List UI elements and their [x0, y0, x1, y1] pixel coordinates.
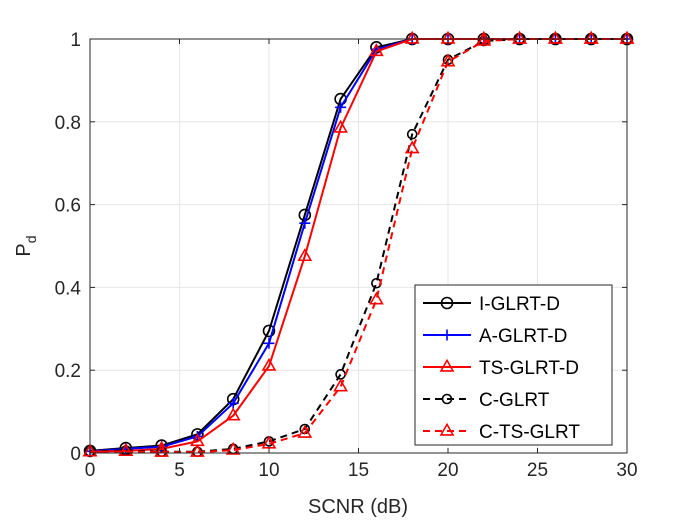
data-point — [262, 324, 276, 338]
x-tick-label: 15 — [348, 460, 369, 481]
y-tick-label: 1 — [70, 30, 81, 51]
data-point — [512, 30, 527, 44]
legend-marker — [441, 393, 453, 405]
data-point — [583, 30, 599, 44]
data-point — [191, 430, 203, 442]
legend-label: I-GLRT-D — [479, 294, 560, 315]
legend-marker — [440, 296, 454, 310]
data-point — [440, 53, 456, 67]
axis-ticks: 0 5 10 15 20 25 30 0 0.2 0.4 0.6 0.8 1 — [55, 30, 638, 481]
y-tick-label: 0 — [70, 444, 81, 465]
legend-item: TS-GLRT-D — [423, 358, 579, 379]
data-point — [548, 30, 563, 44]
y-tick-label: 0.2 — [55, 361, 81, 382]
x-tick-label: 25 — [527, 460, 548, 481]
x-axis-label: SCNR (dB) — [308, 496, 408, 518]
legend-box — [414, 284, 613, 446]
data-point — [261, 435, 277, 449]
legend-label: C-TS-GLRT — [479, 422, 580, 443]
data-point — [299, 217, 311, 229]
data-point — [154, 443, 169, 457]
data-point — [225, 441, 241, 455]
legend-marker — [441, 329, 453, 341]
y-tick-label: 0.4 — [55, 278, 82, 299]
legend-item: C-TS-GLRT — [423, 422, 580, 443]
x-tick-label: 0 — [85, 460, 96, 481]
data-point — [333, 119, 348, 133]
legend: I-GLRT-D A-GLRT-D TS-GLRT-D C-GLRT C-TS-GLRT — [414, 284, 613, 446]
y-axis-label: Pd — [13, 235, 39, 256]
data-point — [227, 397, 239, 409]
legend-marker — [439, 358, 455, 372]
legend-label: TS-GLRT-D — [479, 358, 579, 379]
data-point — [369, 43, 384, 57]
legend-marker — [439, 422, 455, 436]
data-point — [118, 443, 134, 457]
y-axis-label-main: P — [13, 243, 35, 256]
y-axis-label-subscript: d — [23, 235, 39, 243]
x-tick-label: 30 — [616, 460, 637, 481]
x-tick-label: 10 — [258, 460, 279, 481]
data-point — [406, 128, 418, 140]
y-tick-label: 0.6 — [55, 196, 81, 217]
data-point — [333, 378, 348, 392]
data-point — [297, 424, 313, 438]
legend-item: A-GLRT-D — [423, 326, 567, 347]
data-point — [335, 101, 347, 113]
y-tick-label: 0.8 — [55, 113, 81, 134]
data-point — [263, 337, 275, 349]
data-point — [297, 248, 313, 262]
legend-label: A-GLRT-D — [479, 326, 567, 347]
data-point — [225, 407, 241, 421]
legend-item: C-GLRT — [423, 390, 550, 411]
data-point — [404, 30, 420, 44]
data-point — [261, 357, 277, 371]
data-point — [190, 443, 205, 457]
data-point — [476, 32, 492, 46]
x-tick-label: 20 — [437, 460, 458, 481]
legend-item: I-GLRT-D — [423, 294, 560, 315]
legend-label: C-GLRT — [479, 390, 550, 411]
data-point — [369, 291, 384, 305]
data-point — [82, 443, 98, 457]
x-tick-label: 5 — [174, 460, 185, 481]
data-point — [404, 140, 420, 154]
